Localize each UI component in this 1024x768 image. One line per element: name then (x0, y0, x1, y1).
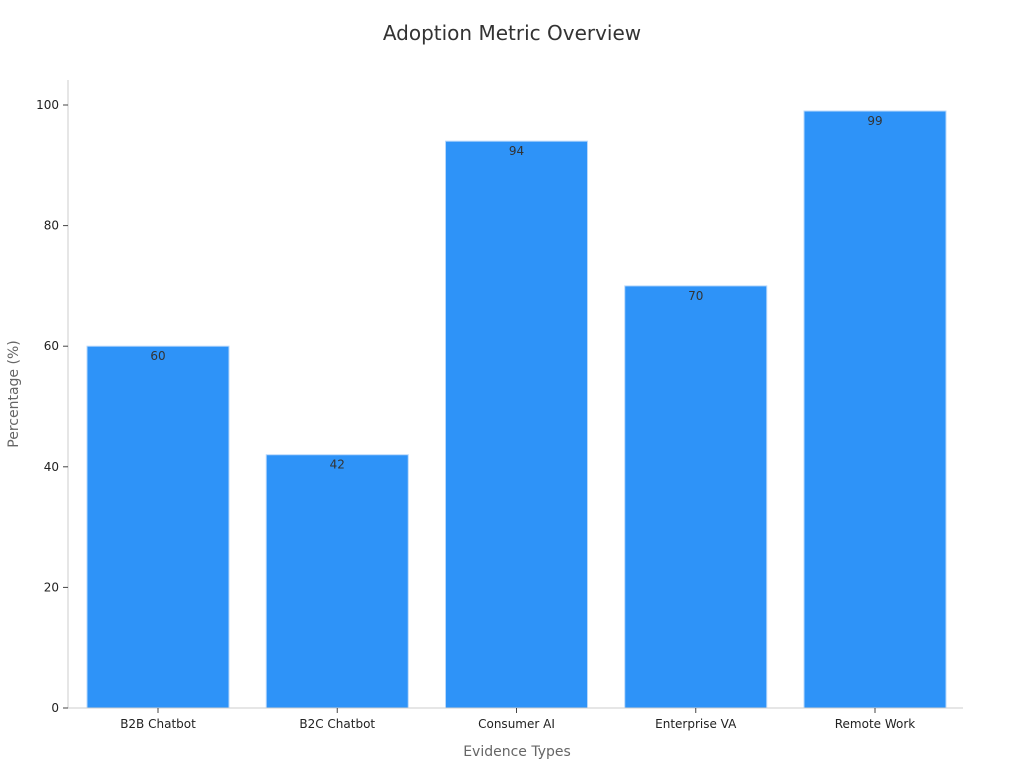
x-tick-label: Remote Work (835, 717, 916, 731)
y-axis-label: Percentage (%) (6, 340, 22, 447)
data-label: 42 (330, 458, 345, 472)
x-tick-label: B2C Chatbot (299, 717, 375, 731)
y-tick-label: 20 (44, 580, 59, 594)
bar-remote-work (803, 110, 947, 709)
bar-b2c-chatbot (265, 454, 409, 709)
x-tick-label: Consumer AI (478, 717, 555, 731)
y-tick-label: 100 (36, 98, 59, 112)
data-label: 60 (150, 349, 165, 363)
bar-consumer-ai (445, 140, 588, 709)
x-axis-ticks: B2B Chatbot B2C Chatbot Consumer AI Enterpr… (120, 708, 915, 731)
y-tick-label: 0 (51, 701, 59, 715)
data-label: 94 (509, 144, 524, 158)
y-tick-label: 80 (44, 219, 59, 233)
bars-group (86, 110, 947, 709)
x-tick-label: Enterprise VA (655, 717, 737, 731)
data-labels-group: 60 42 94 70 99 (150, 114, 882, 472)
chart-title: Adoption Metric Overview (383, 21, 641, 45)
bar-b2b-chatbot (86, 345, 230, 709)
y-tick-label: 60 (44, 339, 59, 353)
y-axis-ticks: 0 20 40 60 80 100 (36, 98, 68, 715)
data-label: 99 (867, 114, 882, 128)
bar-enterprise-va (624, 285, 768, 709)
x-axis-label: Evidence Types (463, 744, 571, 760)
data-label: 70 (688, 289, 703, 303)
x-tick-label: B2B Chatbot (120, 717, 196, 731)
y-tick-label: 40 (44, 460, 59, 474)
